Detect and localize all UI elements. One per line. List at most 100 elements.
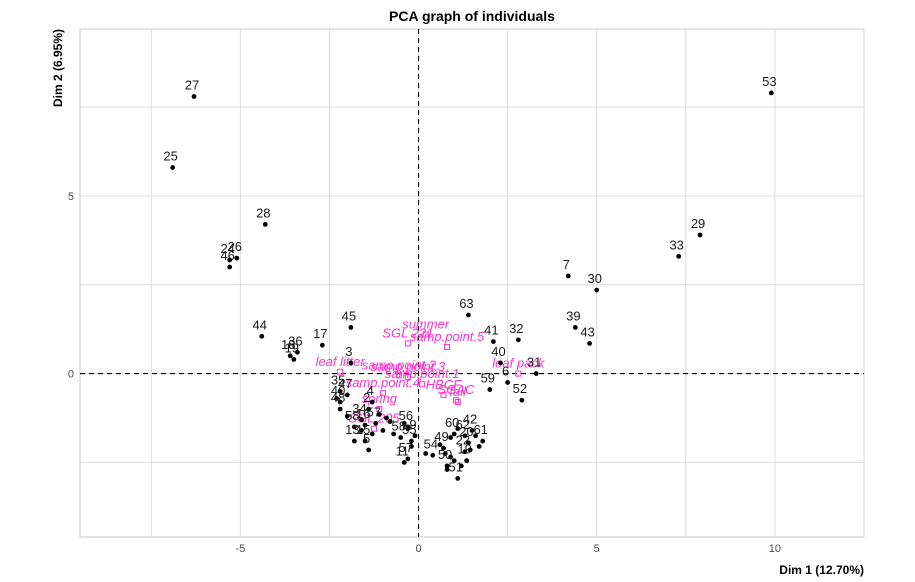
individual-label: 6 [502, 363, 509, 378]
individual-point [505, 380, 511, 385]
individual-label: 48 [331, 390, 345, 405]
individual-label: 15 [356, 422, 370, 437]
individual-label: 25 [163, 149, 177, 164]
individual-label: 26 [228, 239, 242, 254]
individual-point [398, 435, 404, 440]
individual-label: 58 [345, 408, 359, 423]
individual-label: 3 [345, 344, 352, 359]
individual-label: 24 [220, 241, 234, 256]
individual-point [572, 325, 578, 330]
individual-point [565, 273, 571, 279]
individual-label: 9 [409, 417, 416, 432]
supplementary-marker [452, 397, 459, 404]
individual-point [352, 438, 357, 444]
supplementary-marker [404, 340, 411, 347]
individual-point [227, 257, 233, 263]
individual-label: 42 [463, 411, 477, 426]
individual-label: 39 [566, 308, 580, 323]
individual-point [359, 417, 364, 423]
supplementary-label: samp.point.4 [346, 375, 420, 390]
individual-point [352, 424, 357, 430]
individual-point [594, 287, 600, 293]
individual-point [487, 387, 493, 392]
individual-point [480, 438, 486, 444]
individual-point [373, 420, 379, 426]
individual-point [498, 360, 503, 366]
individual-label: 33 [669, 237, 683, 252]
individual-label: 40 [331, 383, 345, 398]
individual-label: 41 [484, 323, 498, 338]
y-tick-label: 0 [68, 369, 74, 381]
x-tick-label: 0 [415, 543, 421, 555]
individual-label: 16 [356, 406, 370, 421]
individual-point [458, 463, 464, 469]
individual-label: 19 [457, 442, 471, 457]
supplementary-label: summer [402, 317, 450, 332]
individual-point [405, 424, 411, 430]
individual-point [466, 312, 471, 318]
supplementary-marker [371, 425, 377, 432]
y-axis-label: Dim 2 (6.95%) [51, 29, 65, 107]
individual-point [344, 413, 350, 419]
individual-label: 58 [391, 419, 405, 434]
individual-label: 22 [456, 433, 470, 448]
individual-label: 31 [527, 355, 541, 370]
individual-label: 29 [691, 216, 705, 231]
individual-point [409, 444, 414, 449]
individual-label: 59 [481, 371, 495, 386]
individual-point [462, 433, 468, 439]
individual-label: 62 [456, 417, 470, 432]
individual-point [490, 339, 496, 345]
individual-point [191, 94, 197, 99]
individual-point [337, 388, 343, 394]
individual-label: 34 [352, 401, 366, 416]
individual-point [376, 412, 382, 417]
individual-label: 4 [367, 383, 374, 398]
supplementary-label: leaf litter [316, 354, 366, 369]
individual-label: 18 [281, 337, 295, 352]
individual-point [533, 371, 539, 376]
individual-point [442, 451, 448, 456]
supplementary-marker [515, 370, 522, 377]
y-tick-label: 5 [68, 191, 74, 203]
individual-label: 7 [563, 257, 570, 272]
individual-point [467, 447, 473, 453]
individual-point [344, 392, 350, 398]
individual-label: 5 [363, 431, 370, 446]
individual-point [462, 449, 468, 455]
individual-point [366, 447, 372, 453]
individual-label: 54 [424, 436, 438, 451]
individual-label: 53 [762, 74, 776, 89]
supplementary-label: samp.point.5 [410, 329, 485, 344]
individual-label: 52 [513, 381, 527, 396]
individual-point [359, 428, 364, 433]
individual-label: 60 [445, 415, 459, 430]
individual-point [362, 422, 368, 428]
supplementary-label: fall [449, 384, 467, 399]
chart-title: PCA graph of individuals [389, 8, 555, 24]
individual-label: 40 [491, 344, 505, 359]
x-tick-label: -5 [235, 543, 245, 555]
individual-label: 46 [220, 248, 234, 263]
individual-label: 44 [253, 317, 267, 332]
individual-label: 30 [587, 271, 601, 286]
individual-label: 36 [288, 333, 302, 348]
individual-point [448, 435, 454, 440]
individual-point [768, 90, 774, 96]
individual-point [380, 428, 386, 433]
supplementary-label: samp.point.3 [371, 359, 446, 374]
supplementary-marker [379, 390, 386, 397]
individual-point [448, 454, 454, 460]
individual-point [676, 253, 682, 259]
individual-label: 20 [459, 424, 473, 439]
individual-point [423, 451, 429, 456]
axis-ticks: -5 0 5 10 0 5 [68, 191, 781, 555]
individual-label: 55 [402, 422, 416, 437]
individual-label: 32 [509, 321, 523, 336]
individual-point [444, 467, 450, 472]
individual-point [455, 426, 461, 432]
individual-point [227, 264, 233, 270]
supplementary-marker [419, 381, 426, 388]
individual-label: 43 [580, 324, 594, 339]
